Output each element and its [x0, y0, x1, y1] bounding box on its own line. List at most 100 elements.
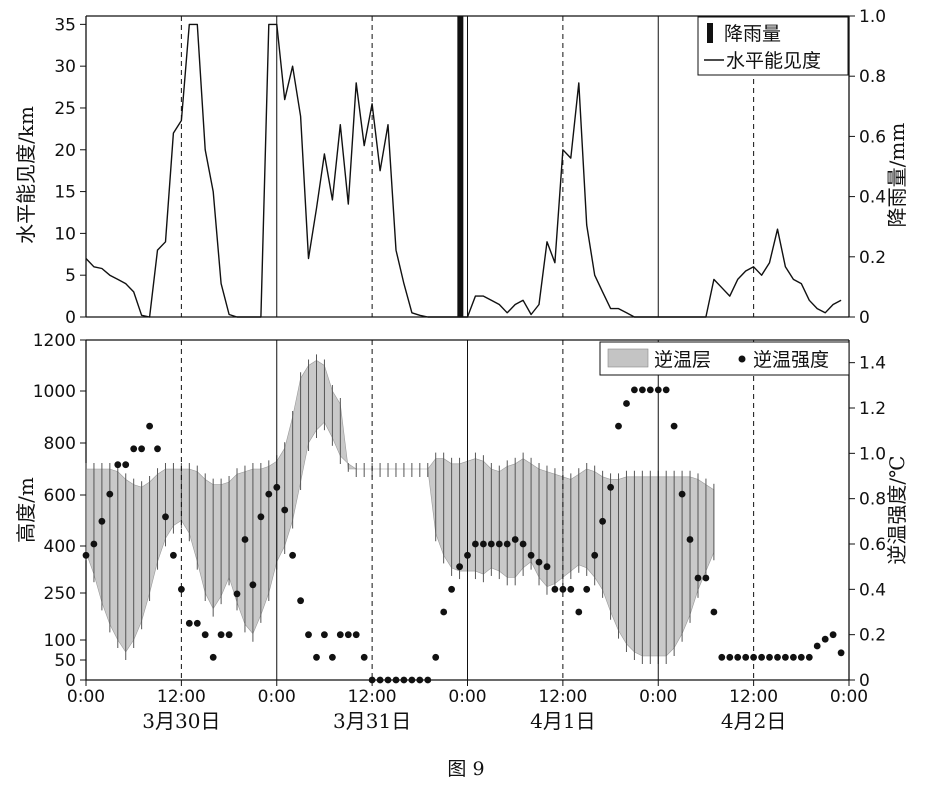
- inversion-strength-point: [329, 653, 336, 661]
- inversion-strength-point: [225, 631, 233, 639]
- x-tick-label: 12:00: [538, 687, 587, 707]
- inversion-strength-point: [718, 653, 726, 661]
- inversion-strength-point: [790, 653, 797, 661]
- inversion-strength-point: [122, 461, 130, 469]
- inversion-strength-point: [257, 513, 265, 521]
- inversion-strength-point: [710, 608, 718, 616]
- inversion-strength-point: [519, 540, 527, 548]
- bottom-right-tick-label: 0.4: [859, 580, 886, 600]
- top-legend: 降雨量 水平能见度: [697, 16, 849, 76]
- inversion-strength-point: [797, 653, 805, 661]
- x-tick-label: 12:00: [348, 687, 397, 707]
- bottom-right-ticks: 0 0.2 0.4 0.6 0.8 1.0 1.2 1.4: [849, 354, 886, 691]
- inversion-strength-point: [305, 631, 312, 639]
- inversion-strength-point: [527, 551, 535, 559]
- top-left-tick-label: 0: [65, 308, 76, 328]
- inversion-strength-point: [313, 653, 320, 661]
- bottom-right-tick-label: 0: [859, 671, 870, 691]
- inversion-strength-point: [82, 551, 90, 559]
- top-right-ticks: 0 0.2 0.4 0.6 0.8 1.0: [849, 7, 886, 328]
- inversion-layer-legend-swatch: [607, 348, 649, 368]
- x-axis-ticks: 0:00 12:00 0:00 12:00 0:00 12:00 0:00 12:00 0:00: [67, 680, 868, 707]
- inversion-strength-point: [440, 608, 448, 616]
- bottom-left-tick-label: 100: [44, 631, 76, 651]
- bottom-time-gridlines: [180, 340, 755, 680]
- bottom-left-tick-label: 600: [44, 486, 76, 506]
- inversion-strength-point: [599, 517, 606, 525]
- bottom-legend: 逆温层 逆温强度: [599, 341, 850, 376]
- inversion-strength-point: [567, 585, 575, 593]
- inversion-strength-point: [535, 558, 543, 566]
- bottom-left-axis-title: 高度/m: [14, 477, 38, 543]
- inversion-strength-point: [130, 445, 138, 453]
- inversion-strength-point: [170, 551, 177, 559]
- bottom-left-tick-label: 0: [65, 671, 76, 691]
- x-date-label: 4月1日: [530, 709, 595, 733]
- inversion-strength-point: [480, 540, 487, 548]
- inversion-strength-point: [607, 483, 614, 491]
- inversion-strength-point: [686, 536, 694, 543]
- inversion-strength-point: [448, 585, 455, 593]
- bottom-right-tick-label: 1.2: [859, 399, 886, 419]
- bottom-left-tick-label: 250: [44, 584, 76, 604]
- legend-rainfall-label: 降雨量: [724, 23, 781, 45]
- inversion-strength-point: [543, 563, 551, 571]
- inversion-strength-point: [766, 653, 773, 661]
- bottom-left-tick-label: 50: [54, 651, 76, 671]
- inversion-strength-point: [646, 386, 654, 394]
- inversion-strength-point: [297, 597, 304, 605]
- inversion-strength-point: [559, 585, 567, 593]
- inversion-strength-point: [432, 653, 440, 661]
- inversion-strength-point: [392, 676, 400, 684]
- inversion-strength-point: [750, 653, 757, 661]
- x-axis-dates: 3月30日 3月31日 4月1日 4月2日: [142, 709, 786, 733]
- rainfall-bar: [457, 16, 464, 317]
- inversion-strength-point: [726, 653, 734, 661]
- inversion-strength-point: [265, 490, 273, 498]
- inversion-strength-point: [583, 585, 591, 593]
- x-tick-label: 0:00: [448, 687, 486, 707]
- inversion-strength-points: [82, 386, 845, 684]
- legend-visibility-label: 水平能见度: [726, 50, 821, 72]
- x-tick-label: 0:00: [67, 687, 105, 707]
- x-tick-label: 0:00: [639, 687, 677, 707]
- rainfall-bars: [457, 16, 464, 317]
- inversion-strength-point: [623, 400, 630, 407]
- inversion-strength-point: [829, 631, 837, 639]
- top-left-tick-label: 35: [54, 15, 76, 35]
- inversion-strength-point: [416, 676, 424, 684]
- inversion-strength-point: [154, 445, 161, 453]
- inversion-strength-point: [281, 506, 289, 514]
- top-left-ticks: 0 5 10 15 20 25 30 35: [54, 15, 86, 328]
- bottom-right-axis-title: 逆温强度/℃: [885, 455, 909, 564]
- top-left-tick-label: 25: [54, 99, 76, 119]
- inversion-strength-point: [821, 635, 829, 643]
- rainfall-legend-swatch: [707, 23, 713, 43]
- bottom-left-tick-label: 1200: [33, 331, 76, 351]
- x-tick-label: 12:00: [729, 687, 778, 707]
- inversion-strength-point: [336, 631, 344, 639]
- inversion-strength-point: [289, 551, 296, 559]
- inversion-strength-point: [631, 386, 638, 394]
- inversion-strength-point: [352, 631, 360, 639]
- inversion-strength-point: [241, 536, 249, 543]
- inversion-strength-point: [146, 422, 154, 430]
- inversion-strength-point: [591, 551, 599, 559]
- top-right-tick-label: 1.0: [859, 7, 886, 27]
- top-left-tick-label: 15: [54, 183, 76, 203]
- inversion-strength-point: [503, 540, 511, 548]
- inversion-strength-point: [185, 619, 193, 627]
- inversion-strength-point: [400, 676, 408, 684]
- top-time-gridlines: [180, 16, 755, 317]
- top-right-tick-label: 0.6: [859, 127, 886, 147]
- inversion-strength-point: [472, 540, 479, 548]
- inversion-strength-point: [178, 585, 185, 593]
- legend-inversion-strength-label: 逆温强度: [753, 349, 829, 371]
- inversion-strength-point: [639, 386, 646, 394]
- inversion-strength-point: [487, 540, 495, 548]
- figure-caption: 图 9: [447, 758, 484, 780]
- inversion-strength-point: [162, 513, 169, 521]
- inversion-strength-point: [273, 483, 281, 491]
- visibility-series-line: [85, 23, 842, 318]
- inversion-strength-point: [360, 653, 368, 661]
